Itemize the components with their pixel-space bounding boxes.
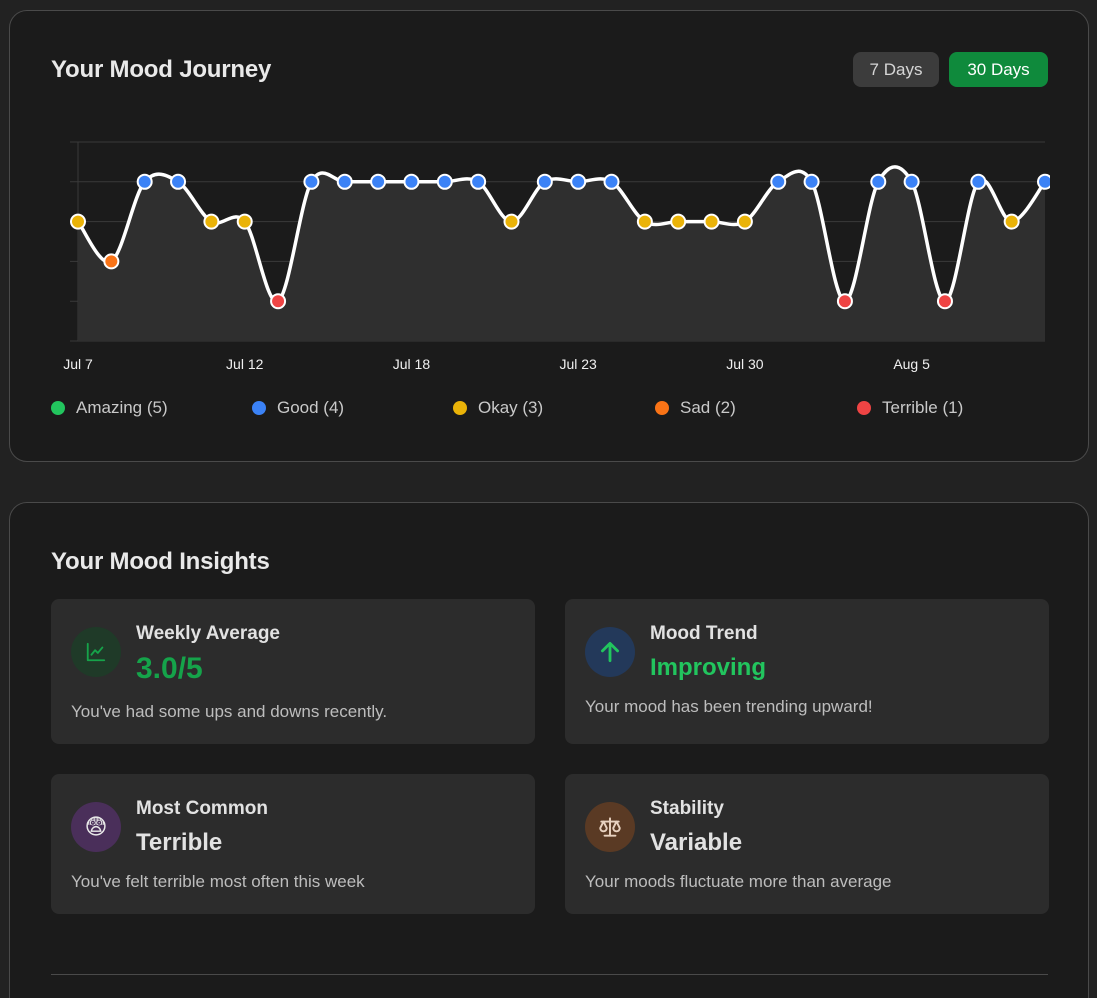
mood-point[interactable]	[970, 173, 987, 190]
mood-point[interactable]	[270, 293, 287, 310]
most-common-label: Most Common	[136, 798, 268, 819]
worried-face-icon: 😨	[71, 802, 121, 852]
mood-point[interactable]	[1037, 173, 1050, 190]
mood-point[interactable]	[403, 173, 420, 190]
most-common-desc: You've felt terrible most often this wee…	[71, 872, 365, 891]
legend-item-good: Good (4)	[252, 398, 344, 418]
mood-point[interactable]	[836, 293, 853, 310]
chart-line-icon	[71, 627, 121, 677]
mood-point[interactable]	[103, 253, 120, 270]
legend-dot-okay	[453, 401, 467, 415]
mood-point[interactable]	[203, 213, 220, 230]
x-tick-label: Aug 5	[893, 356, 930, 372]
mood-trend-value: Improving	[650, 654, 767, 681]
legend-item-terrible: Terrible (1)	[857, 398, 963, 418]
mood-point[interactable]	[236, 213, 253, 230]
x-tick-label: Jul 12	[226, 356, 264, 372]
mood-point[interactable]	[803, 173, 820, 190]
mood-line-chart: Jul 7 Jul 12 Jul 18 Jul 23 Jul 30 Aug 5	[63, 141, 1050, 372]
mood-trend-card: Mood Trend Improving Your mood has been …	[565, 599, 1049, 744]
legend-label-amazing: Amazing (5)	[76, 398, 168, 417]
mood-journey-card: Your Mood Journey 7 Days 30 Days Jul 7 Ju…	[9, 10, 1089, 462]
most-common-card: 😨 Most Common Terrible You've felt terri…	[51, 774, 535, 914]
mood-point[interactable]	[570, 173, 587, 190]
x-tick-label: Jul 23	[559, 356, 597, 372]
mood-point[interactable]	[903, 173, 920, 190]
legend-item-sad: Sad (2)	[655, 398, 736, 418]
legend-dot-amazing	[51, 401, 65, 415]
most-common-value: Terrible	[136, 829, 223, 856]
mood-point[interactable]	[736, 213, 753, 230]
x-tick-label: Jul 30	[726, 356, 764, 372]
mood-point[interactable]	[703, 213, 720, 230]
mood-point[interactable]	[503, 213, 520, 230]
legend-label-terrible: Terrible (1)	[882, 398, 964, 417]
mood-point[interactable]	[436, 173, 453, 190]
mood-point[interactable]	[370, 173, 387, 190]
mood-point[interactable]	[1003, 213, 1020, 230]
mood-point[interactable]	[470, 173, 487, 190]
mood-point[interactable]	[536, 173, 553, 190]
mood-point[interactable]	[670, 213, 687, 230]
stability-card: Stability Variable Your moods fluctuate …	[565, 774, 1049, 914]
weekly-average-label: Weekly Average	[136, 623, 280, 644]
range-toggle: 7 Days 30 Days	[853, 52, 1048, 87]
mood-trend-desc: Your mood has been trending upward!	[585, 697, 873, 716]
mood-point[interactable]	[303, 173, 320, 190]
mood-insights-card: Your Mood Insights Weekly Average 3.0/5 …	[9, 502, 1089, 998]
weekly-average-desc: You've had some ups and downs recently.	[71, 702, 388, 721]
mood-point[interactable]	[170, 173, 187, 190]
weekly-average-card: Weekly Average 3.0/5 You've had some ups…	[51, 599, 535, 744]
legend-item-amazing: Amazing (5)	[51, 398, 168, 418]
stability-value: Variable	[650, 829, 743, 856]
mood-point[interactable]	[336, 173, 353, 190]
scale-icon	[585, 802, 635, 852]
legend-dot-terrible	[857, 401, 871, 415]
range-30-days-button[interactable]: 30 Days	[949, 52, 1048, 87]
legend-label-okay: Okay (3)	[478, 398, 544, 417]
mood-legend: Amazing (5) Good (4) Okay (3) Sad (2) Te…	[51, 398, 1051, 422]
x-tick-label: Jul 7	[63, 356, 93, 372]
legend-item-okay: Okay (3)	[453, 398, 543, 418]
legend-dot-sad	[655, 401, 669, 415]
mood-point[interactable]	[936, 293, 953, 310]
range-7-days-button[interactable]: 7 Days	[853, 52, 939, 87]
legend-label-good: Good (4)	[277, 398, 345, 417]
mood-journey-title: Your Mood Journey	[51, 56, 272, 83]
arrow-up-icon	[585, 627, 635, 677]
stability-label: Stability	[650, 798, 724, 819]
stability-desc: Your moods fluctuate more than average	[585, 872, 892, 891]
mood-point[interactable]	[70, 213, 86, 230]
weekly-average-value: 3.0/5	[136, 652, 203, 685]
mood-point[interactable]	[770, 173, 787, 190]
legend-dot-good	[252, 401, 266, 415]
mood-area-fill	[78, 166, 1045, 341]
mood-point[interactable]	[636, 213, 653, 230]
mood-trend-label: Mood Trend	[650, 623, 758, 644]
mood-insights-title: Your Mood Insights	[51, 548, 270, 575]
x-tick-label: Jul 18	[393, 356, 431, 372]
section-divider	[51, 974, 1048, 975]
legend-label-sad: Sad (2)	[680, 398, 736, 417]
mood-point[interactable]	[603, 173, 620, 190]
mood-point[interactable]	[870, 173, 887, 190]
mood-point[interactable]	[136, 173, 153, 190]
